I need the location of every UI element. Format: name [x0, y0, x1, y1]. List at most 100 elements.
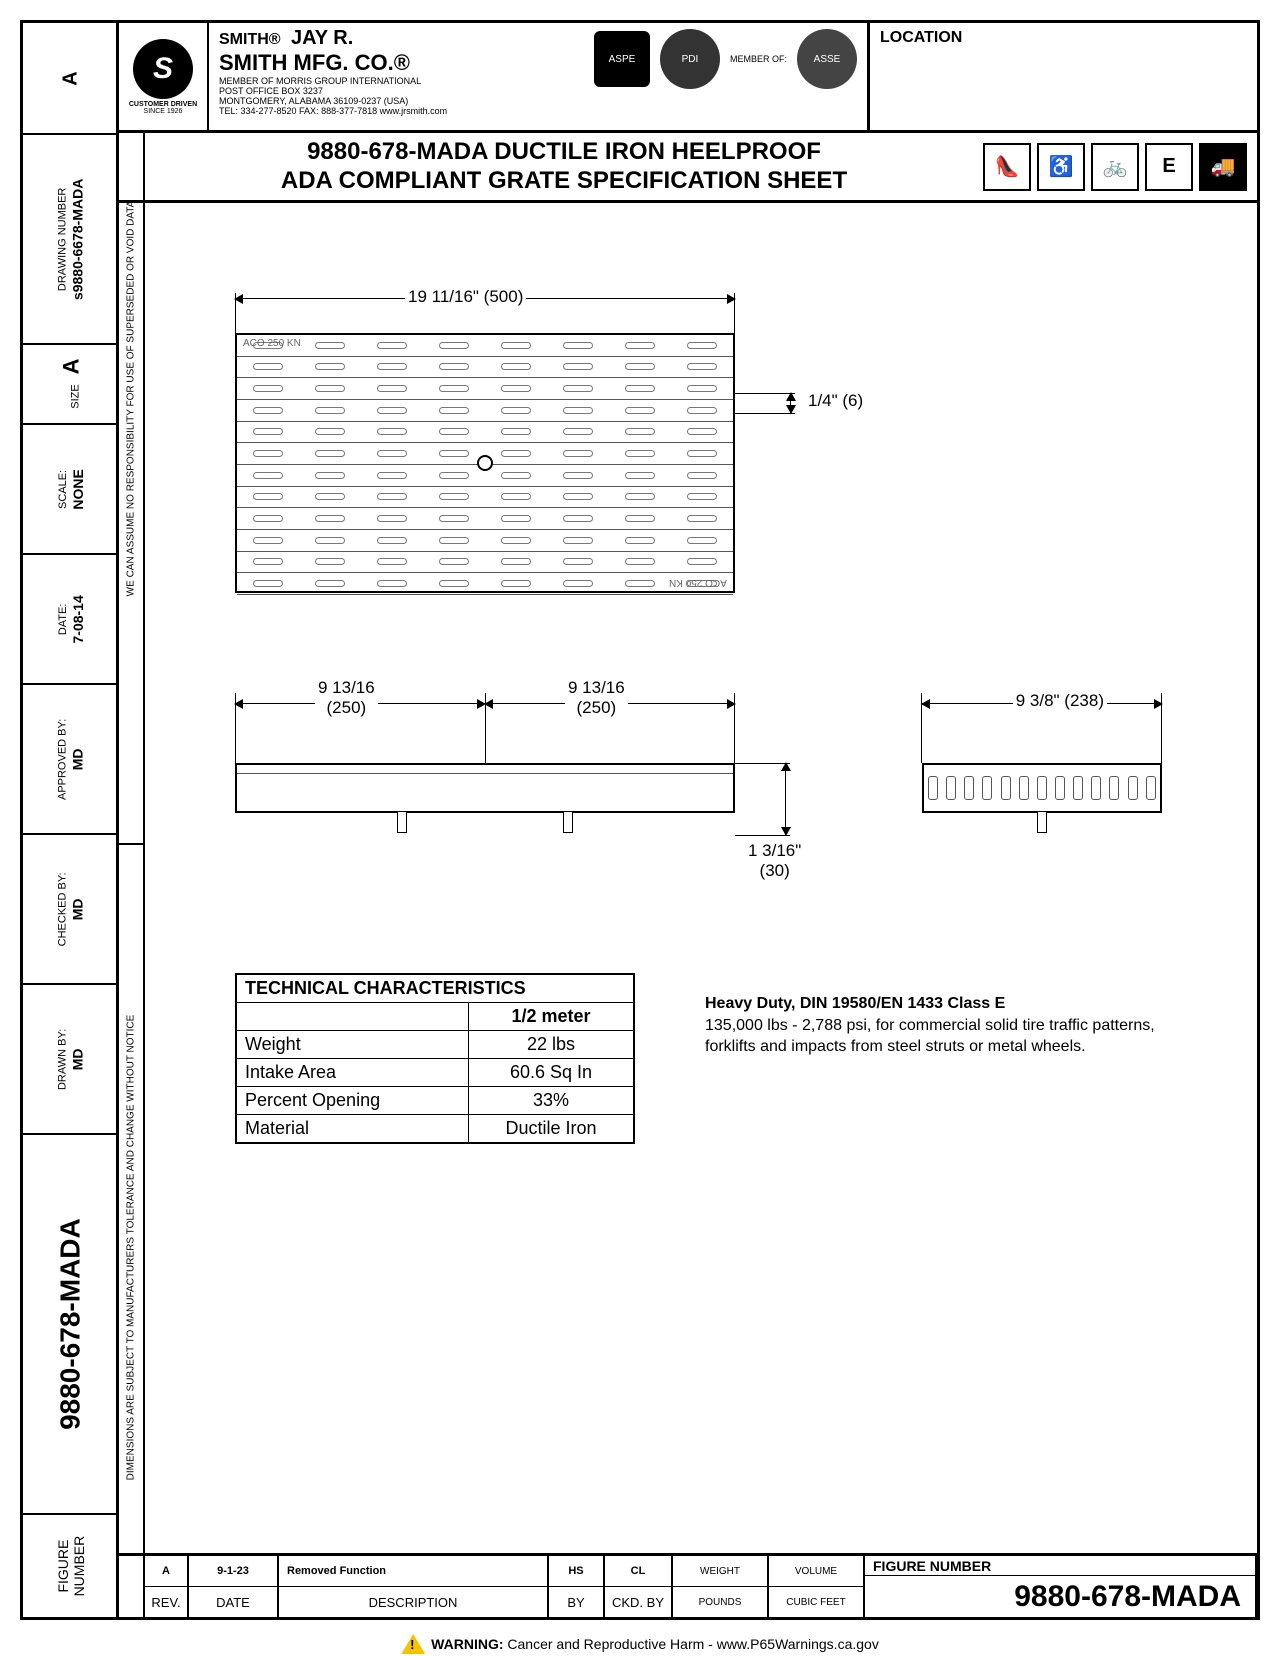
table-row: Intake Area60.6 Sq In — [236, 1059, 634, 1087]
dwgnum-label: DRAWING NUMBER — [57, 178, 70, 299]
sheet-title: 9880-678-MADA DUCTILE IRON HEELPROOF ADA… — [145, 134, 983, 200]
grate-top-view: ACO 250 KN ACO 250 KN — [235, 333, 735, 593]
figure-number-value: 9880-678-MADA — [865, 1576, 1255, 1617]
asse-badge: ASSE — [797, 29, 857, 89]
tech-characteristics-table: TECHNICAL CHARACTERISTICS 1/2 meter Weig… — [235, 973, 635, 1144]
class-e-title: Heavy Duty, DIN 19580/EN 1433 Class E — [705, 993, 1185, 1015]
revdesc-hdr: DESCRIPTION — [279, 1586, 547, 1617]
side-rev-cell: A — [23, 23, 119, 133]
center-hole — [477, 455, 493, 471]
weight-l2: POUNDS — [673, 1586, 767, 1617]
class-e-note: Heavy Duty, DIN 19580/EN 1433 Class E 13… — [705, 993, 1185, 1058]
location-box: LOCATION — [867, 23, 1257, 130]
title-line2: ADA COMPLIANT GRATE SPECIFICATION SHEET — [151, 167, 977, 196]
truck-icon: 🚚 — [1199, 143, 1247, 191]
location-label: LOCATION — [880, 29, 962, 46]
logo-customer-driven: CUSTOMER DRIVEN — [129, 101, 197, 108]
size-value: A — [58, 359, 83, 375]
side-rev-letter: A — [59, 71, 82, 85]
revckd-val: CL — [605, 1556, 671, 1586]
side-figure-value: 9880-678-MADA — [55, 1218, 87, 1430]
title-icons: 👠 ♿ 🚲 E 🚚 — [983, 143, 1257, 191]
p65-text: Cancer and Reproductive Harm - www.P65Wa… — [504, 1636, 879, 1652]
p65-bold: WARNING: — [431, 1636, 503, 1652]
dim-depth — [785, 763, 786, 835]
revckd-hdr: CKD. BY — [605, 1586, 671, 1617]
lock-pin — [563, 811, 573, 833]
warning-icon — [401, 1634, 425, 1654]
title-bar: 9880-678-MADA DUCTILE IRON HEELPROOF ADA… — [119, 133, 1257, 203]
dim-slot-label: 1/4" (6) — [805, 391, 866, 411]
bike-icon: 🚲 — [1091, 143, 1139, 191]
ada-icon: ♿ — [1037, 143, 1085, 191]
member-logos: ASPE PDI MEMBER OF: ASSE — [594, 29, 857, 89]
checked-label: CHECKED BY: — [57, 872, 70, 946]
by-col: HS BY — [549, 1556, 605, 1617]
volume-col: VOLUME CUBIC FEET — [769, 1556, 865, 1617]
aspe-badge: ASPE — [594, 31, 650, 87]
grate-side-view — [922, 763, 1162, 813]
weight-l1: WEIGHT — [673, 1556, 767, 1586]
side-drawn: DRAWN BY: MD — [23, 983, 119, 1133]
approved-value: MD — [69, 718, 85, 799]
size-label: SIZE — [69, 385, 81, 409]
spec-sheet-page: A DRAWING NUMBER s9880-6678-MADA SIZE A … — [20, 20, 1260, 1620]
side-size: SIZE A — [23, 343, 119, 423]
side-checked: CHECKED BY: MD — [23, 833, 119, 983]
table-row: MaterialDuctile Iron — [236, 1115, 634, 1144]
note-upper: WE CAN ASSUME NO RESPONSIBILITY FOR USE … — [126, 201, 137, 597]
side-dwgnum: DRAWING NUMBER s9880-6678-MADA — [23, 133, 119, 343]
member-of-label: MEMBER OF: — [730, 54, 787, 64]
dim-top-width-label: 19 11/16" (500) — [405, 287, 526, 307]
scale-label: SCALE: — [57, 469, 70, 509]
brand-jayr: JAY R. — [291, 27, 353, 49]
approved-label: APPROVED BY: — [57, 718, 70, 799]
dwgnum-value: s9880-6678-MADA — [69, 178, 85, 299]
dim-side-label: 9 3/8" (238) — [1013, 691, 1107, 711]
lock-pin — [1037, 811, 1047, 833]
table-row: Percent Opening33% — [236, 1087, 634, 1115]
dim-half2-label: 9 13/16 (250) — [565, 678, 628, 718]
desc-col: Removed Function DESCRIPTION — [279, 1556, 549, 1617]
table-row: Weight22 lbs — [236, 1031, 634, 1059]
company-addr2: MONTGOMERY, ALABAMA 36109-0237 (USA) — [219, 96, 857, 106]
tech-title: TECHNICAL CHARACTERISTICS — [236, 974, 634, 1003]
logo-since: SINCE 1926 — [144, 108, 183, 115]
brand-smith: SMITH® — [219, 31, 281, 48]
ckd-col: CL CKD. BY — [605, 1556, 673, 1617]
notes-divider — [119, 843, 143, 845]
side-figure-label: FIGURE NUMBER — [55, 1536, 87, 1597]
rev-val: A — [145, 1556, 187, 1586]
figure-number-box: FIGURE NUMBER 9880-678-MADA — [865, 1556, 1257, 1617]
bottom-notecol-cap — [119, 1556, 145, 1617]
side-date: DATE: 7-08-14 — [23, 553, 119, 683]
drawing-area: 19 11/16" (500) ACO 250 KN ACO 250 KN 1/… — [145, 203, 1257, 1553]
heel-icon: 👠 — [983, 143, 1031, 191]
vol-l1: VOLUME — [769, 1556, 863, 1586]
revdate-val: 9-1-23 — [189, 1556, 277, 1586]
vol-l2: CUBIC FEET — [769, 1586, 863, 1617]
dim-half1-label: 9 13/16 (250) — [315, 678, 378, 718]
dim-slot — [790, 393, 791, 413]
notes-column: WE CAN ASSUME NO RESPONSIBILITY FOR USE … — [119, 133, 145, 1553]
tech-col: 1/2 meter — [469, 1003, 634, 1031]
revdesc-val: Removed Function — [279, 1556, 547, 1586]
side-titleblock: A DRAWING NUMBER s9880-6678-MADA SIZE A … — [23, 23, 119, 1617]
p65-warning: WARNING: Cancer and Reproductive Harm - … — [401, 1634, 879, 1654]
side-figure: 9880-678-MADA — [23, 1133, 119, 1513]
company-block: SMITH® JAY R. SMITH MFG. CO.® MEMBER OF … — [209, 23, 867, 130]
drawn-label: DRAWN BY: — [57, 1028, 70, 1089]
date-col: 9-1-23 DATE — [189, 1556, 279, 1617]
date-value: 7-08-14 — [69, 595, 85, 643]
scale-value: NONE — [69, 469, 85, 509]
rev-col: A REV. — [145, 1556, 189, 1617]
class-e-icon: E — [1145, 143, 1193, 191]
side-scale: SCALE: NONE — [23, 423, 119, 553]
smith-s-logo: S — [133, 39, 193, 99]
grate-front-view — [235, 763, 735, 813]
revdate-hdr: DATE — [189, 1586, 277, 1617]
header: S CUSTOMER DRIVEN SINCE 1926 SMITH® JAY … — [119, 23, 1257, 133]
logo-box: S CUSTOMER DRIVEN SINCE 1926 — [119, 23, 209, 130]
class-e-body: 135,000 lbs - 2,788 psi, for commercial … — [705, 1015, 1185, 1058]
drawn-value: MD — [69, 1028, 85, 1089]
